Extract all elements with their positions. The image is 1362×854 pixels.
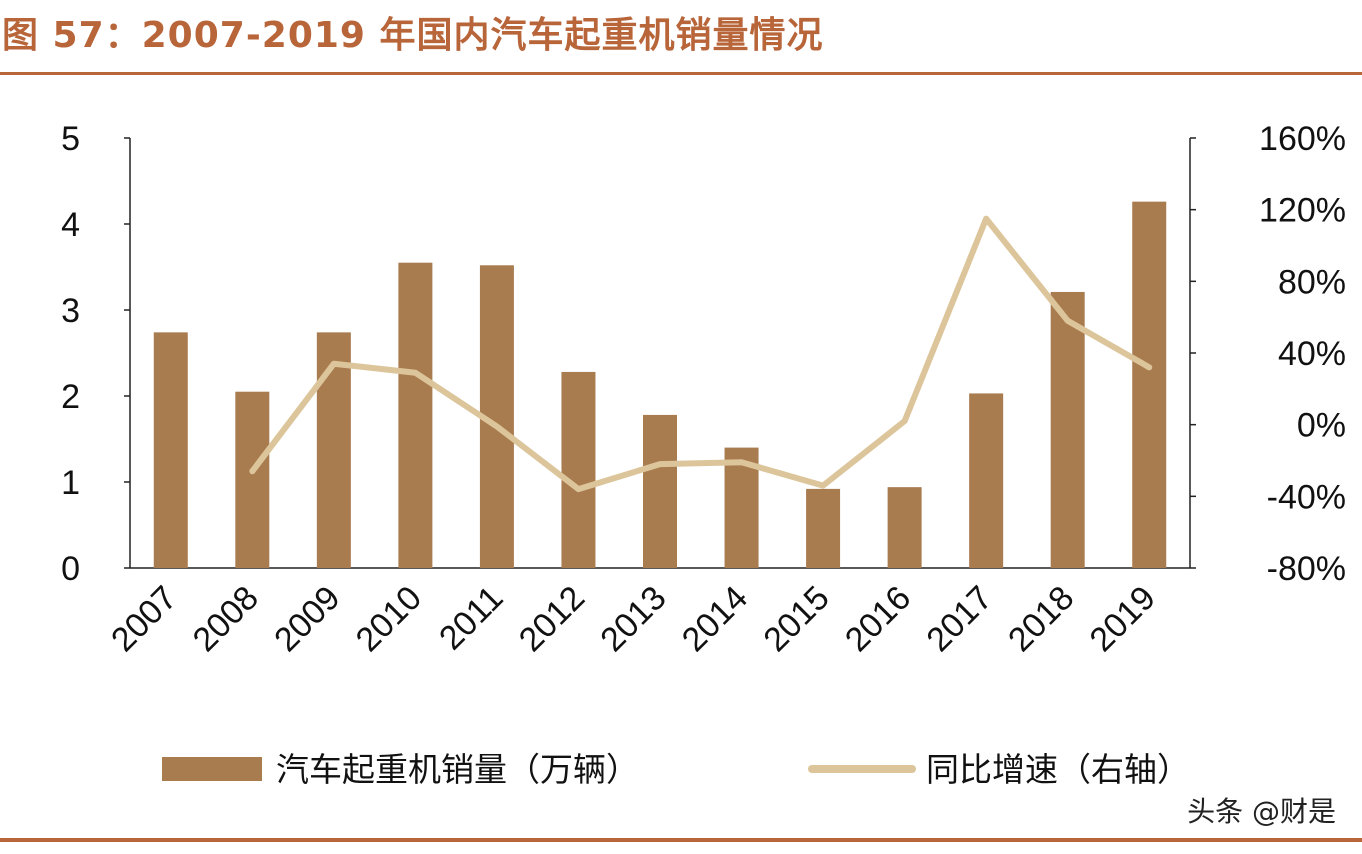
left-tick-label: 4	[61, 206, 80, 244]
x-tick-label: 2007	[104, 579, 184, 659]
growth-point-2014	[741, 461, 743, 463]
legend-bar-label: 汽车起重机销量（万辆）	[276, 750, 639, 789]
growth-point-2011	[496, 425, 498, 427]
x-tick-label: 2019	[1083, 579, 1163, 659]
legend-line-label: 同比增速（右轴）	[926, 750, 1190, 789]
title-rule	[0, 72, 1362, 75]
left-tick-label: 5	[61, 120, 80, 158]
right-tick-label: 80%	[1278, 263, 1346, 301]
growth-point-2017	[985, 218, 987, 220]
bar-2013	[643, 414, 677, 568]
watermark: 头条 @财是	[1187, 795, 1336, 828]
growth-point-2015	[822, 485, 824, 487]
growth-point-2016	[904, 420, 906, 422]
bar-2015	[806, 488, 841, 568]
x-tick-label: 2018	[1001, 579, 1081, 659]
left-tick-label: 0	[61, 550, 80, 588]
right-tick-label: 40%	[1278, 335, 1346, 373]
right-tick-label: 0%	[1297, 407, 1346, 445]
growth-point-2018	[1067, 320, 1069, 322]
right-tick-label: -80%	[1267, 550, 1346, 588]
growth-point-2012	[577, 488, 579, 490]
growth-line	[249, 215, 1153, 493]
bar-2012	[561, 371, 596, 568]
right-tick-label: -40%	[1267, 478, 1346, 516]
growth-point-2009	[333, 363, 335, 365]
chart-title: 图 57：2007-2019 年国内汽车起重机销量情况	[2, 15, 824, 56]
x-tick-label: 2008	[186, 579, 266, 659]
bar-2018	[1050, 291, 1085, 568]
bar-2019	[1132, 201, 1167, 568]
legend-bar-swatch	[162, 757, 262, 781]
x-tick-label: 2013	[593, 579, 673, 659]
x-tick-label: 2017	[919, 579, 999, 659]
bar-2008	[235, 391, 270, 568]
x-tick-label: 2015	[756, 579, 836, 659]
growth-point-2019	[1148, 366, 1150, 368]
bottom-rule	[0, 838, 1362, 842]
bar-2017	[969, 393, 1004, 568]
x-tick-label: 2011	[432, 579, 511, 658]
x-tick-label: 2012	[512, 579, 592, 659]
bar-2010	[398, 262, 433, 568]
x-tick-label: 2016	[838, 579, 918, 659]
bar-2009	[316, 332, 351, 568]
growth-point-2008	[251, 470, 253, 472]
x-tick-label: 2010	[349, 579, 429, 659]
growth-point-2013	[659, 463, 661, 465]
right-tick-label: 120%	[1259, 192, 1346, 230]
left-tick-label: 3	[61, 292, 80, 330]
x-tick-label: 2014	[675, 579, 755, 659]
growth-point-2010	[414, 372, 416, 374]
bar-2007	[153, 332, 188, 568]
left-tick-label: 1	[61, 464, 80, 502]
x-tick-label: 2009	[267, 579, 347, 659]
left-tick-label: 2	[61, 378, 80, 416]
bar-2016	[887, 487, 922, 568]
right-tick-label: 160%	[1259, 120, 1346, 158]
